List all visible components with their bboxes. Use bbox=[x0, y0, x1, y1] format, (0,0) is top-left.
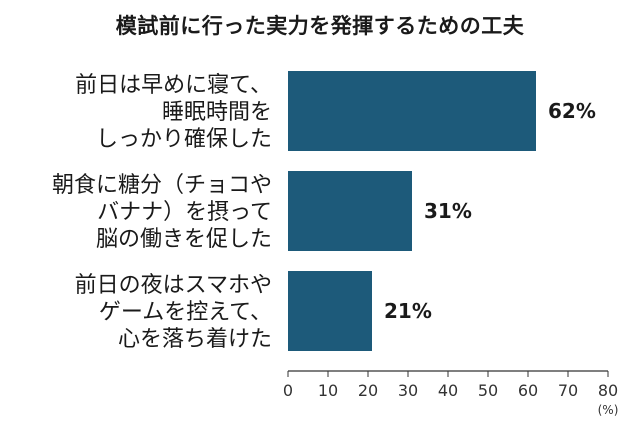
x-unit-label: (%) bbox=[598, 403, 619, 417]
data-label-1: 62% bbox=[548, 99, 596, 123]
x-tick-label-10: 10 bbox=[318, 381, 338, 400]
x-tick-label-80: 80 bbox=[598, 381, 618, 400]
category-label-3-line-3: 心を落ち着けた bbox=[118, 327, 272, 352]
x-tick-label-30: 30 bbox=[398, 381, 418, 400]
x-tick-label-40: 40 bbox=[438, 381, 458, 400]
x-tick-label-20: 20 bbox=[358, 381, 378, 400]
category-label-3-line-1: 前日の夜はスマホや bbox=[75, 273, 272, 298]
x-tick-label-60: 60 bbox=[518, 381, 538, 400]
x-tick-label-50: 50 bbox=[478, 381, 498, 400]
category-label-1-line-3: しっかり確保した bbox=[96, 127, 272, 152]
chart-title: 模試前に行った実力を発揮するための工夫 bbox=[115, 14, 525, 38]
data-label-2: 31% bbox=[424, 199, 472, 223]
category-label-1-line-2: 睡眠時間を bbox=[162, 100, 272, 125]
category-label-3-line-2: ゲームを控えて、 bbox=[99, 300, 272, 325]
data-label-3: 21% bbox=[384, 299, 432, 323]
bar-2 bbox=[288, 171, 412, 251]
x-tick-label-70: 70 bbox=[558, 381, 578, 400]
category-label-1-line-1: 前日は早めに寝て、 bbox=[75, 73, 272, 98]
x-tick-label-0: 0 bbox=[283, 381, 293, 400]
category-label-2-line-2: バナナ）を摂って bbox=[97, 200, 272, 225]
category-label-2-line-3: 脳の働きを促した bbox=[96, 227, 272, 252]
bar-3 bbox=[288, 271, 372, 351]
bar-1 bbox=[288, 71, 536, 151]
category-label-2-line-1: 朝食に糖分（チョコや bbox=[52, 173, 272, 198]
